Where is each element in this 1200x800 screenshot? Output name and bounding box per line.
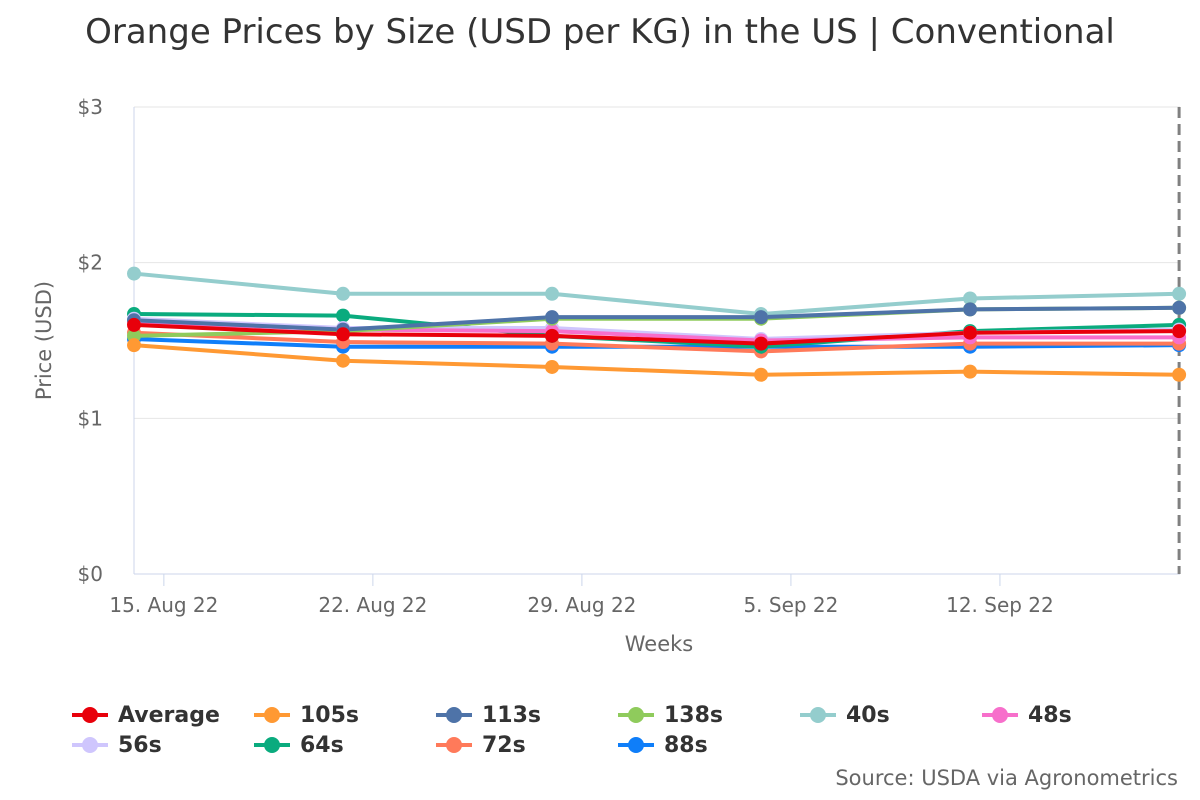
y-tick-label: $0 — [78, 562, 103, 586]
legend-swatch-icon — [72, 737, 108, 753]
data-point-average-1 — [336, 327, 351, 342]
legend-label: 88s — [664, 732, 708, 758]
y-axis-title: Price (USD) — [32, 281, 56, 400]
x-tick-label: 29. Aug 22 — [527, 593, 636, 617]
data-point-105s-3 — [754, 367, 769, 382]
x-tick-label: 22. Aug 22 — [318, 593, 427, 617]
legend-swatch-icon — [436, 737, 472, 753]
legend-label: 113s — [482, 702, 542, 728]
legend-swatch-icon — [982, 707, 1018, 723]
series-line-105s — [132, 343, 1182, 377]
legend-item-64s[interactable]: 64s — [250, 730, 344, 760]
data-point-average-4 — [963, 325, 978, 340]
data-point-113s-2 — [545, 310, 560, 325]
legend-label: 138s — [664, 702, 724, 728]
data-point-105s-1 — [336, 353, 351, 368]
legend-swatch-icon — [618, 707, 654, 723]
data-point-40s-4 — [963, 291, 978, 306]
series-line-113s — [132, 305, 1182, 332]
y-tick-label: $2 — [78, 251, 103, 275]
x-axis-title: Weeks — [625, 632, 693, 656]
data-point-105s-0 — [127, 338, 141, 353]
legend-item-113s[interactable]: 113s — [432, 700, 541, 730]
series-line-average — [132, 322, 1182, 346]
legend-item-48s[interactable]: 48s — [978, 700, 1072, 730]
legend-label: Average — [118, 702, 220, 728]
legend-item-average[interactable]: Average — [68, 700, 220, 730]
x-tick-label: 12. Sep 22 — [946, 593, 1054, 617]
x-tick-label: 5. Sep 22 — [743, 593, 838, 617]
series-line-72s — [132, 330, 1182, 354]
legend-swatch-icon — [800, 707, 836, 723]
legend-item-88s[interactable]: 88s — [614, 730, 708, 760]
data-point-64s-1 — [336, 308, 351, 323]
legend-item-138s[interactable]: 138s — [614, 700, 723, 730]
series-layer — [132, 271, 1182, 377]
series-line-40s — [132, 271, 1182, 317]
legend-label: 48s — [1028, 702, 1072, 728]
legend-label: 105s — [300, 702, 360, 728]
source-credit: Source: USDA via Agronometrics — [835, 766, 1178, 790]
data-point-40s-0 — [127, 266, 141, 281]
chart-title: Orange Prices by Size (USD per KG) in th… — [85, 12, 1115, 52]
legend-swatch-icon — [254, 737, 290, 753]
legend-label: 64s — [300, 732, 344, 758]
legend-label: 72s — [482, 732, 526, 758]
legend-label: 40s — [846, 702, 890, 728]
legend-swatch-icon — [436, 707, 472, 723]
y-tick-label: $1 — [78, 406, 103, 430]
data-point-40s-1 — [336, 286, 351, 301]
data-point-average-3 — [754, 336, 769, 351]
legend-swatch-icon — [618, 737, 654, 753]
data-point-40s-2 — [545, 286, 560, 301]
data-point-113s-5 — [1172, 300, 1187, 315]
legend-item-56s[interactable]: 56s — [68, 730, 162, 760]
data-point-average-0 — [127, 317, 141, 332]
data-point-average-5 — [1172, 324, 1187, 339]
legend-label: 56s — [118, 732, 162, 758]
data-point-105s-5 — [1172, 367, 1187, 382]
legend-swatch-icon — [72, 707, 108, 723]
legend-item-72s[interactable]: 72s — [432, 730, 526, 760]
data-point-113s-3 — [754, 310, 769, 325]
data-point-40s-5 — [1172, 286, 1187, 301]
data-point-113s-4 — [963, 302, 978, 317]
legend-item-105s[interactable]: 105s — [250, 700, 359, 730]
legend-swatch-icon — [254, 707, 290, 723]
data-point-105s-4 — [963, 364, 978, 379]
axis-layer: $0 $1 $2 $3 15. Aug 22 22. Aug 22 29. Aug 22 5.… — [32, 95, 1181, 656]
x-tick-label: 15. Aug 22 — [109, 593, 218, 617]
legend-item-40s[interactable]: 40s — [796, 700, 890, 730]
data-point-average-2 — [545, 328, 560, 343]
data-point-105s-2 — [545, 359, 560, 374]
marker-layer — [127, 266, 1187, 382]
y-tick-label: $3 — [78, 95, 103, 119]
